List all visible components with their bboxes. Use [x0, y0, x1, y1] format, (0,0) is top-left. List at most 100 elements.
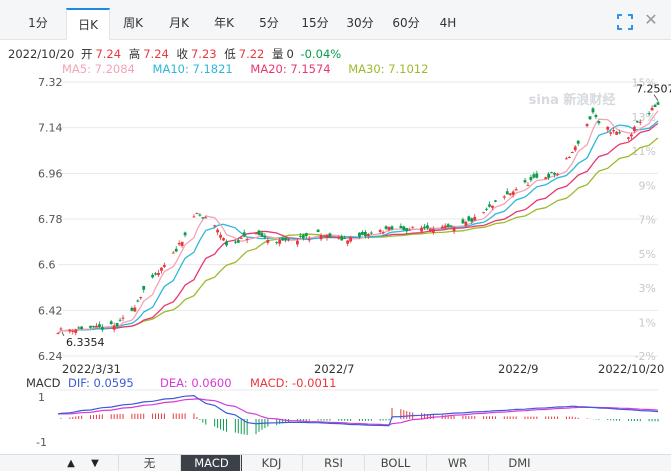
- candle-body: [446, 224, 450, 227]
- candle-body: [550, 172, 553, 174]
- y-tick-label: 6.96: [38, 167, 63, 180]
- candle-body: [387, 226, 391, 231]
- candle-body: [535, 173, 539, 178]
- candle-body: [591, 108, 595, 113]
- period-tab-4[interactable]: 年K: [214, 16, 234, 30]
- scroll-up-button[interactable]: ▲: [67, 458, 75, 469]
- candle-body: [245, 238, 249, 241]
- candle-body: [171, 252, 175, 254]
- indicator-toolbar: ▲ ▼ 无 MACD KDJ RSI BOLL WR DMI: [0, 454, 671, 471]
- ma10-value: MA10: 7.1821: [152, 62, 233, 76]
- candle-body: [638, 121, 642, 123]
- info-date: 2022/10/20: [8, 47, 75, 61]
- indicator-tab-boll[interactable]: BOLL: [364, 455, 426, 471]
- candle-body: [233, 241, 237, 243]
- candle-body: [632, 126, 636, 132]
- candle-body: [464, 221, 468, 226]
- candle-body: [71, 330, 75, 332]
- open-value: 7.24: [95, 47, 122, 61]
- candle-body: [358, 232, 361, 237]
- candle-body: [95, 325, 98, 328]
- candle-body: [139, 297, 143, 299]
- candle-body: [502, 196, 506, 198]
- candle-body: [609, 132, 613, 134]
- candle-body: [482, 212, 486, 214]
- candle-body: [411, 226, 415, 228]
- candle-body: [452, 227, 456, 232]
- close-icon[interactable]: ✕: [644, 10, 658, 29]
- indicator-tab-wr[interactable]: WR: [426, 455, 488, 471]
- macd-dif-value: DIF: 0.0595: [68, 376, 134, 390]
- candle-body: [514, 189, 518, 191]
- candle-body: [529, 177, 533, 181]
- watermark: sina 新浪财经: [529, 92, 616, 108]
- candle-body: [216, 229, 220, 233]
- candle-body: [298, 235, 302, 237]
- candle-body: [653, 104, 657, 108]
- candle-body: [213, 225, 217, 227]
- candle-body: [349, 237, 353, 242]
- candle-body: [225, 241, 228, 246]
- candle-body: [89, 325, 92, 328]
- scroll-down-button[interactable]: ▼: [91, 458, 99, 469]
- candle-body: [556, 173, 559, 175]
- indicator-tab-kdj[interactable]: KDJ: [240, 455, 302, 471]
- candle-body: [121, 317, 125, 319]
- period-tab-0[interactable]: 1分: [28, 16, 48, 30]
- indicator-tab-rsi[interactable]: RSI: [302, 455, 364, 471]
- high-label: 高: [128, 47, 141, 61]
- candle-body: [635, 121, 639, 123]
- candle-body: [570, 152, 574, 154]
- ma5-line: [57, 110, 659, 334]
- candle-body: [366, 234, 370, 236]
- fullscreen-icon[interactable]: [617, 14, 633, 30]
- candle-body: [222, 238, 225, 241]
- candle-body: [242, 232, 246, 237]
- kline-chart[interactable]: 7.32 7.14 6.96 6.78 6.6 6.42 6.24 15% 1 3% 11% 9% 7%…: [0, 0, 671, 454]
- candle-body: [301, 234, 305, 239]
- y-tick-label: 6.6: [38, 259, 56, 272]
- candle-body: [402, 226, 406, 231]
- period-tab-5[interactable]: 5分: [259, 16, 279, 30]
- macd-dea-line: [57, 398, 659, 426]
- candle-body: [284, 237, 287, 241]
- period-tab-1[interactable]: 日K: [66, 8, 110, 40]
- candle-body: [553, 172, 556, 175]
- period-tab-2[interactable]: 周K: [123, 16, 143, 30]
- ma5-value: MA5: 7.2084: [62, 62, 135, 76]
- max-pointer: [653, 94, 659, 101]
- candle-body: [588, 116, 592, 120]
- candle-body: [322, 235, 326, 237]
- candle-body: [656, 102, 660, 105]
- candle-body: [378, 230, 382, 232]
- period-tab-6[interactable]: 15分: [301, 16, 329, 30]
- period-tab-8[interactable]: 60分: [392, 16, 420, 30]
- indicator-tab-无[interactable]: 无: [118, 455, 180, 471]
- candle-body: [363, 231, 367, 237]
- candle-body: [201, 217, 205, 219]
- candle-body: [266, 239, 270, 243]
- period-tab-9[interactable]: 4H: [439, 16, 457, 30]
- candle-body: [68, 329, 72, 332]
- candle-body: [594, 115, 598, 117]
- candle-body: [219, 234, 222, 238]
- candle-body: [115, 322, 119, 327]
- period-tab-7[interactable]: 30分: [346, 16, 374, 30]
- candle-body: [408, 229, 412, 231]
- close-value: 7.23: [190, 47, 217, 61]
- y-tick-label: 7.14: [38, 122, 63, 135]
- candle-body: [544, 177, 548, 180]
- candle-body: [307, 238, 311, 241]
- indicator-tab-macd[interactable]: MACD: [180, 455, 242, 471]
- open-label: 开: [80, 47, 93, 61]
- period-tab-3[interactable]: 月K: [169, 16, 189, 30]
- indicator-tab-dmi[interactable]: DMI: [488, 455, 550, 471]
- candle-body: [384, 226, 388, 229]
- candle-body: [420, 227, 423, 232]
- candle-body: [547, 173, 551, 178]
- candle-body: [74, 329, 78, 334]
- candle-body: [59, 328, 63, 330]
- macd-label: MACD: [26, 376, 61, 390]
- ma20-value: MA20: 7.1574: [250, 62, 331, 76]
- candle-body: [488, 204, 491, 207]
